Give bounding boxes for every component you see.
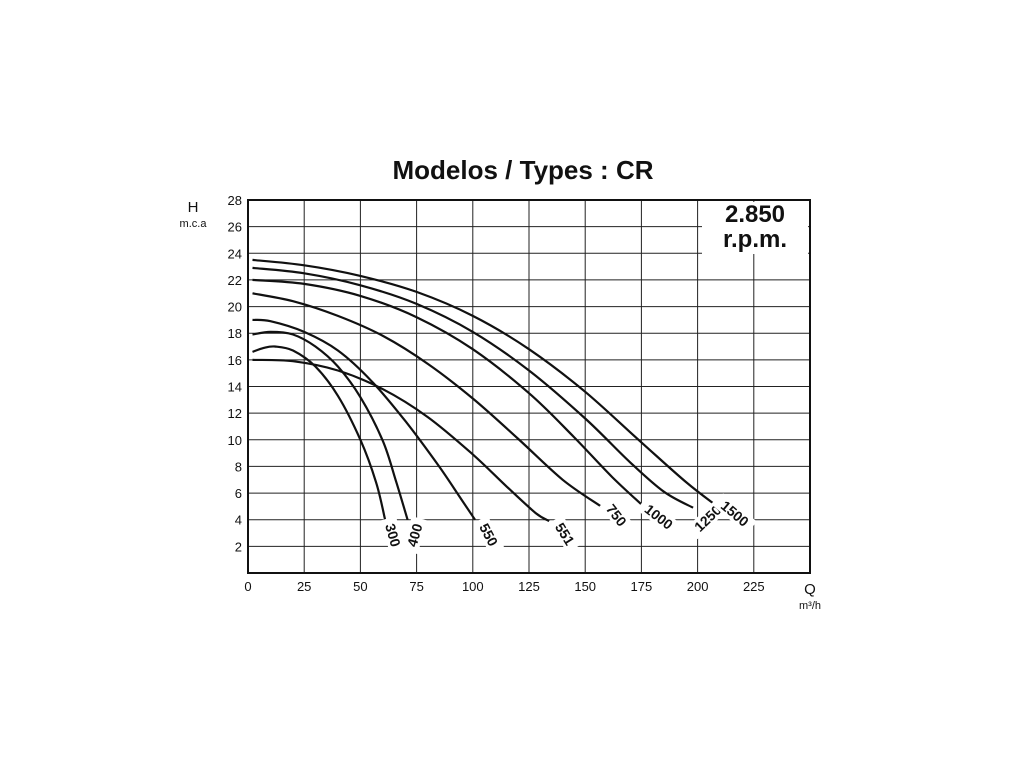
curve-label-group: 550 — [473, 515, 505, 554]
curve-label-bg — [548, 514, 581, 554]
y-tick-label: 18 — [228, 326, 242, 341]
x-tick-label: 25 — [297, 579, 311, 594]
rpm-value: 2.850 — [725, 201, 785, 228]
curve-label-bg — [402, 516, 428, 555]
curve-label-bg — [473, 515, 505, 554]
x-tick-label: 75 — [409, 579, 423, 594]
x-tick-label: 100 — [462, 579, 484, 594]
y-tick-label: 8 — [235, 459, 242, 474]
y-axis-unit: m.c.a — [180, 218, 208, 230]
curve-model-1250 — [252, 266, 694, 509]
x-tick-label: 50 — [353, 579, 367, 594]
curve-model-750 — [252, 292, 602, 508]
curve-label-group: 300 — [380, 516, 406, 555]
x-tick-label: 125 — [518, 579, 540, 594]
rpm-box — [702, 202, 808, 254]
y-tick-label: 6 — [235, 486, 242, 501]
y-tick-label: 24 — [228, 246, 242, 261]
curve-label-300: 300 — [382, 522, 404, 549]
chart-title: Modelos / Types : CR — [393, 155, 654, 185]
plot-frame — [247, 199, 811, 574]
curve-model-1500 — [252, 258, 717, 506]
y-tick-label: 12 — [228, 406, 242, 421]
x-axis-ticks: 0 25 50 75 100 125 150 175 200 225 — [244, 579, 764, 594]
curve-model-551 — [252, 358, 550, 522]
y-tick-label: 22 — [228, 273, 242, 288]
curve-label-bg — [636, 496, 682, 537]
curve-label-400: 400 — [404, 522, 426, 549]
x-tick-label: 225 — [743, 579, 765, 594]
curve-model-550 — [252, 318, 476, 521]
curve-label-group: 551 — [548, 514, 581, 554]
x-tick-label: 175 — [631, 579, 653, 594]
y-tick-label: 10 — [228, 433, 242, 448]
curve-model-400 — [252, 330, 409, 521]
y-axis-symbol: H — [188, 199, 199, 216]
y-tick-label: 2 — [235, 539, 242, 554]
curve-model-1000 — [252, 278, 645, 508]
x-tick-label: 150 — [574, 579, 596, 594]
rpm-unit: r.p.m. — [723, 226, 787, 253]
y-tick-label: 16 — [228, 353, 242, 368]
x-axis-symbol: Q — [804, 581, 816, 598]
curve-label-bg — [712, 493, 757, 534]
y-tick-label: 4 — [235, 513, 242, 528]
x-tick-label: 200 — [687, 579, 709, 594]
x-axis-unit: m³/h — [799, 600, 821, 612]
curve-label-bg — [380, 516, 406, 555]
curve-label-bg — [599, 496, 634, 534]
y-tick-label: 20 — [228, 300, 242, 315]
curve-model-300 — [252, 345, 387, 520]
x-tick-label: 0 — [244, 579, 251, 594]
pump-curves — [252, 258, 717, 522]
curve-label-group: 1000 — [636, 496, 682, 537]
curve-label-group: 400 — [402, 516, 428, 555]
y-tick-label: 14 — [228, 380, 242, 395]
curve-label-group: 750 — [599, 496, 634, 534]
y-tick-label: 28 — [228, 193, 242, 208]
y-tick-label: 26 — [228, 220, 242, 235]
